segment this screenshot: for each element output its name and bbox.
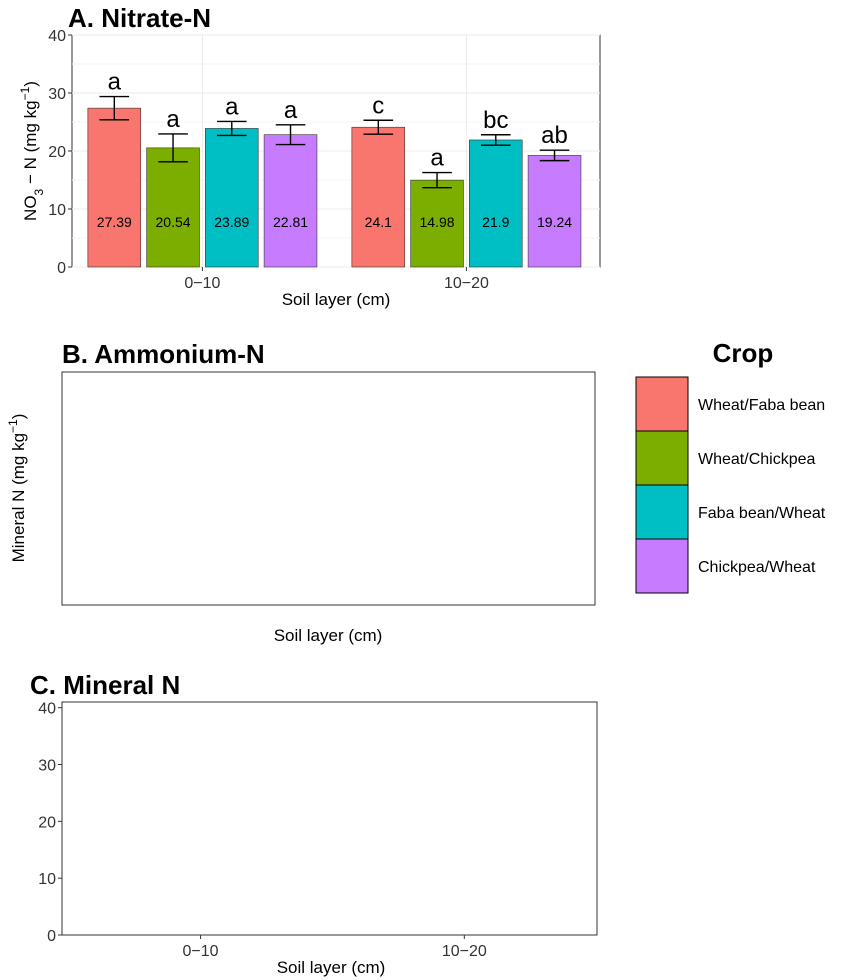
- significance-letter: a: [430, 145, 444, 172]
- x-tick-label: 10−20: [444, 275, 489, 292]
- legend-title: Crop: [713, 338, 774, 368]
- x-tick-label: 0−10: [183, 943, 219, 960]
- data-label: 19.24: [537, 214, 572, 230]
- y-tick-label: 10: [38, 871, 56, 888]
- legend-label: Wheat/Chickpea: [698, 451, 815, 468]
- bar: [469, 139, 523, 268]
- bar: [146, 147, 200, 268]
- significance-letter: ab: [541, 122, 568, 149]
- significance-letter: a: [108, 69, 122, 96]
- data-label: 20.54: [156, 214, 191, 230]
- legend-label: Wheat/Faba bean: [698, 397, 825, 414]
- y-axis-label: Mineral N (mg kg−1): [6, 414, 28, 563]
- x-ticks: 0−10 10−20: [184, 267, 489, 292]
- bar: [527, 155, 582, 268]
- bars: a 27.39 a 20.54 a 23.89 a 22.81 c 24.1 a 14.98 bc 21.…: [87, 69, 582, 268]
- x-axis-label: Soil layer (cm): [274, 626, 383, 645]
- bar: [205, 128, 259, 268]
- legend-items: Wheat/Faba bean Wheat/Chickpea Faba bean/W…: [635, 376, 826, 594]
- legend-swatch: [635, 484, 689, 540]
- data-label: 21.9: [482, 214, 509, 230]
- x-ticks: 0−10 10−20: [183, 935, 487, 960]
- panel-nitrate: A. Nitrate-N a 27.39 a 20.54 a 23.89 a 22.81 c 24…: [18, 3, 601, 309]
- bar: [351, 126, 406, 268]
- x-tick-label: 10−20: [442, 943, 487, 960]
- y-tick-label: 30: [38, 758, 56, 775]
- legend-label: Faba bean/Wheat: [698, 505, 826, 522]
- y-tick-label: 40: [38, 701, 56, 718]
- data-label: 27.39: [97, 214, 132, 230]
- data-label: 14.98: [420, 214, 455, 230]
- y-ticks: 0 10 20 30 40: [48, 28, 72, 277]
- plot-frame: [61, 701, 598, 936]
- x-axis-label: Soil layer (cm): [282, 290, 391, 309]
- bar: [87, 107, 142, 268]
- significance-letter: a: [225, 93, 239, 120]
- panel-title: B. Ammonium-N: [62, 339, 265, 369]
- bar: [263, 134, 318, 268]
- panel-title: A. Nitrate-N: [68, 3, 211, 33]
- y-ticks: 0 10 20 30 40: [38, 701, 62, 945]
- significance-letter: a: [284, 97, 298, 124]
- bar: [410, 179, 464, 268]
- legend-swatch: [635, 376, 689, 432]
- legend-swatch: [635, 430, 689, 486]
- significance-letter: c: [372, 92, 384, 119]
- legend: Crop Wheat/Faba bean Wheat/Chickpea Faba b…: [635, 338, 826, 594]
- plot-frame: [61, 371, 596, 606]
- x-axis-label: Soil layer (cm): [277, 958, 386, 977]
- legend-label: Chickpea/Wheat: [698, 559, 816, 576]
- y-tick-label: 10: [48, 202, 66, 219]
- panel-mineral: C. Mineral N Soil layer (cm): [30, 670, 598, 977]
- y-tick-label: 20: [48, 144, 66, 161]
- y-tick-label: 30: [48, 86, 66, 103]
- y-tick-label: 0: [57, 260, 66, 277]
- y-tick-label: 20: [38, 814, 56, 831]
- data-label: 23.89: [214, 214, 249, 230]
- significance-letter: a: [166, 106, 180, 133]
- significance-letter: bc: [483, 107, 508, 134]
- y-tick-label: 0: [47, 928, 56, 945]
- y-axis-label: NO3 − N (mg kg−1): [18, 81, 46, 221]
- x-tick-label: 0−10: [184, 275, 220, 292]
- y-tick-label: 40: [48, 28, 66, 45]
- legend-swatch: [635, 538, 689, 594]
- data-label: 22.81: [273, 214, 308, 230]
- data-label: 24.1: [365, 214, 392, 230]
- panel-title: C. Mineral N: [30, 670, 180, 700]
